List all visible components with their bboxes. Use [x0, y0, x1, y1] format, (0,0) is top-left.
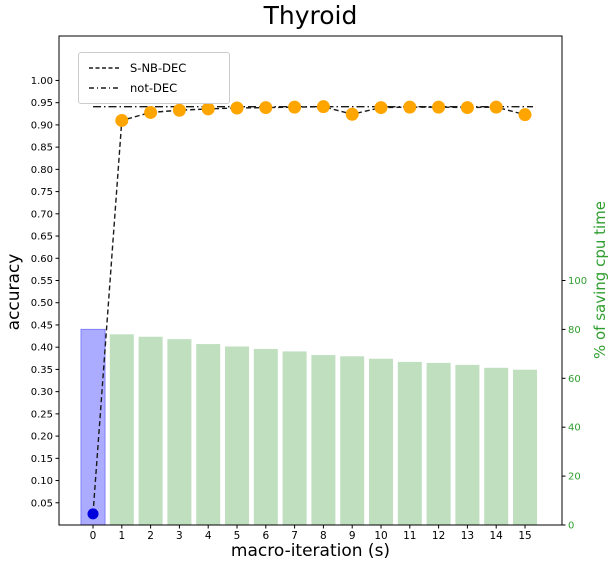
marker-orange-dot	[432, 100, 446, 114]
left-tick-label: 0.80	[31, 165, 53, 176]
x-tick-label: 8	[320, 530, 327, 542]
x-tick-label: 1	[118, 530, 125, 542]
left-tick-label: 0.35	[31, 365, 53, 376]
bar-green	[253, 348, 278, 525]
bar-green	[369, 358, 393, 525]
right-tick-label: 40	[568, 423, 581, 434]
x-axis-label: macro-iteration (s)	[230, 541, 391, 561]
x-tick-label: 9	[349, 530, 356, 542]
dashdot-line-icon	[89, 87, 120, 89]
marker-orange-dot	[115, 113, 129, 127]
x-tick-label: 15	[518, 530, 531, 542]
bar-green	[513, 369, 537, 525]
legend-label-notdec: not-DEC	[130, 81, 178, 95]
bar-green	[455, 364, 480, 525]
bar-green	[167, 339, 192, 525]
marker-orange-dot	[518, 108, 532, 122]
marker-orange-dot	[316, 100, 330, 114]
marker-orange-dot	[460, 101, 474, 115]
marker-orange-dot	[403, 100, 417, 114]
left-tick-label: 0.15	[31, 454, 53, 465]
bar-green	[282, 351, 307, 525]
legend-box: S-NB-DEC not-DEC	[78, 52, 230, 104]
marker-orange-dot	[201, 102, 215, 116]
x-tick-label: 13	[461, 530, 474, 542]
left-tick-label: 0.25	[31, 409, 53, 420]
x-tick-label: 5	[234, 530, 241, 542]
x-tick-label: 10	[374, 530, 387, 542]
bar-green	[196, 344, 221, 525]
left-tick-label: 0.95	[31, 98, 53, 109]
x-tick-label: 2	[147, 530, 154, 542]
marker-orange-dot	[259, 101, 273, 115]
left-tick-label: 0.10	[31, 476, 53, 487]
left-tick-label: 0.40	[31, 343, 53, 354]
right-tick-label: 100	[568, 276, 587, 287]
left-tick-label: 0.20	[31, 432, 53, 443]
x-tick-label: 12	[432, 530, 445, 542]
left-tick-label: 0.05	[31, 498, 53, 509]
x-tick-label: 6	[262, 530, 269, 542]
legend-entry-notdec: not-DEC	[88, 78, 221, 98]
legend-label-snbdec: S-NB-DEC	[130, 61, 187, 75]
x-tick-label: 7	[291, 530, 298, 542]
left-tick-label: 0.70	[31, 209, 53, 220]
marker-orange-dot	[489, 100, 503, 114]
x-tick-label: 0	[90, 530, 97, 542]
left-tick-label: 0.65	[31, 232, 53, 243]
bar-green	[397, 361, 422, 525]
marker-blue-dot	[87, 508, 99, 520]
marker-orange-dot	[172, 103, 186, 117]
legend-entry-snbdec: S-NB-DEC	[88, 58, 221, 78]
bar-green	[484, 367, 509, 525]
left-tick-label: 0.45	[31, 320, 53, 331]
right-tick-label: 0	[568, 521, 574, 532]
left-tick-label: 0.30	[31, 387, 53, 398]
x-tick-label: 14	[490, 530, 504, 542]
bar-green	[138, 336, 163, 525]
left-tick-label: 0.60	[31, 254, 53, 265]
bar-green	[340, 356, 365, 525]
left-tick-label: 1.00	[31, 76, 53, 87]
marker-orange-dot	[144, 105, 158, 119]
x-tick-label: 3	[176, 530, 183, 542]
marker-orange-dot	[374, 101, 388, 115]
left-tick-label: 0.75	[31, 187, 53, 198]
dashed-line-icon	[89, 67, 120, 69]
left-tick-label: 0.50	[31, 298, 53, 309]
snbdec-line	[92, 105, 526, 514]
left-tick-label: 0.90	[31, 120, 53, 131]
bar-green	[426, 362, 451, 525]
bar-green	[225, 346, 249, 525]
right-tick-label: 80	[568, 325, 581, 336]
x-tick-label: 4	[205, 530, 212, 542]
marker-orange-dot	[288, 100, 302, 114]
left-tick-label: 0.55	[31, 276, 53, 287]
bar-blue	[80, 328, 106, 526]
chart-title: Thyroid	[263, 1, 358, 30]
bar-green	[109, 334, 134, 525]
bar-green	[311, 355, 336, 525]
marker-orange-dot	[345, 107, 359, 121]
right-tick-label: 20	[568, 472, 581, 483]
right-tick-label: 60	[568, 374, 581, 385]
marker-orange-dot	[230, 101, 244, 115]
x-tick-label: 11	[403, 530, 416, 542]
left-tick-label: 0.85	[31, 143, 53, 154]
